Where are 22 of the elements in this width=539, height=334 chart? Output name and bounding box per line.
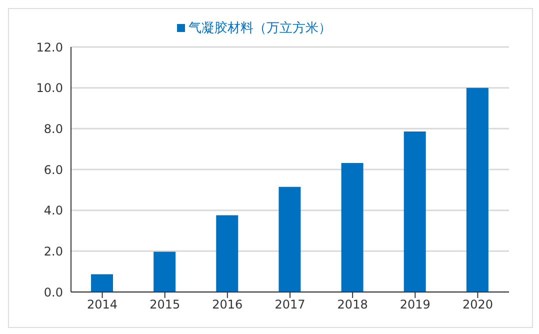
x-tick-label: 2014 [87, 298, 118, 312]
bar [91, 274, 113, 292]
x-tick-label: 2019 [400, 298, 430, 312]
y-tick-label: 10.0 [36, 81, 63, 96]
bar [216, 215, 238, 292]
x-tick-label: 2020 [462, 298, 493, 312]
bar [404, 132, 426, 292]
y-tick-label: 2.0 [44, 244, 63, 258]
x-tick-label: 2018 [337, 298, 368, 312]
y-tick-label: 0.0 [44, 285, 63, 300]
y-tick-label: 6.0 [44, 162, 63, 177]
bar [466, 88, 488, 292]
y-tick-label: 4.0 [44, 204, 63, 218]
bar [341, 162, 364, 292]
bar [278, 186, 301, 292]
x-tick-label: 2017 [274, 298, 306, 312]
bar [154, 252, 176, 292]
x-tick-label: 2016 [212, 298, 243, 312]
y-tick-label: 12.0 [36, 40, 63, 54]
legend-label: 气凝胶材料（万立方米） [188, 21, 332, 36]
x-tick-label: 2015 [150, 298, 180, 312]
y-tick-label: 8.0 [44, 122, 63, 136]
